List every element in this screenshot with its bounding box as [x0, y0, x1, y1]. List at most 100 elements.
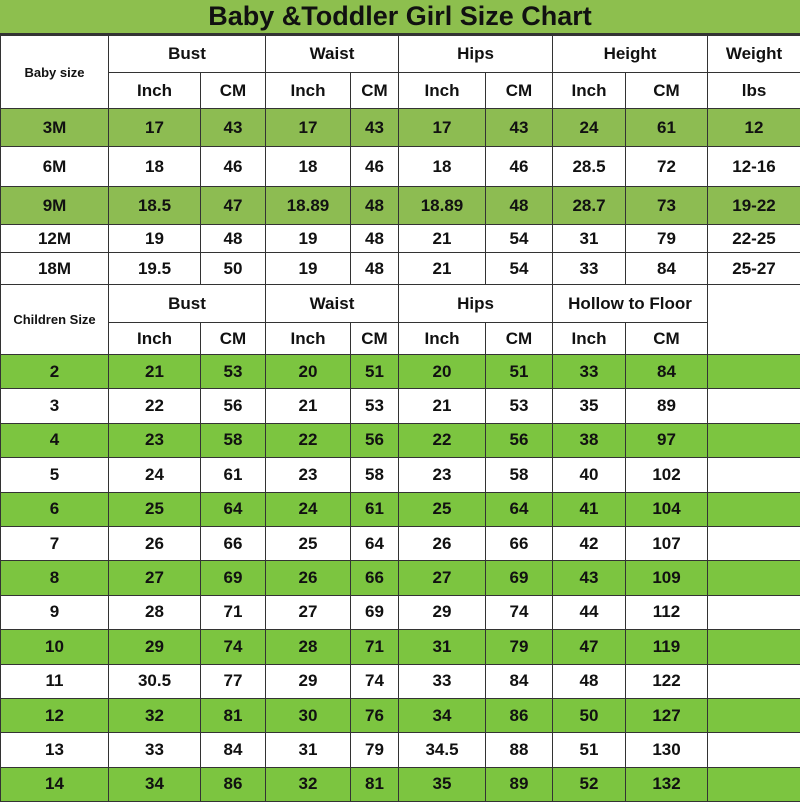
empty-cell [708, 767, 800, 801]
unit-header-cell: CM [486, 73, 553, 109]
value-cell: 53 [201, 355, 266, 389]
value-cell: 17 [266, 109, 351, 147]
value-cell: 58 [486, 458, 553, 492]
value-cell: 23 [266, 458, 351, 492]
unit-header-cell: CM [486, 323, 553, 355]
value-cell: 122 [626, 664, 708, 698]
unit-header-cell: Inch [266, 323, 351, 355]
group-waist: Waist [266, 285, 399, 323]
empty-cell [708, 492, 800, 526]
value-cell: 130 [626, 733, 708, 767]
group-hips: Hips [399, 285, 553, 323]
value-cell: 43 [553, 561, 626, 595]
value-cell: 48 [351, 253, 399, 285]
value-cell: 48 [351, 187, 399, 225]
size-cell: 3 [1, 389, 109, 423]
value-cell: 52 [553, 767, 626, 801]
value-cell: 18.5 [109, 187, 201, 225]
value-cell: 27 [109, 561, 201, 595]
value-cell: 23 [399, 458, 486, 492]
value-cell: 46 [201, 147, 266, 187]
value-cell: 64 [201, 492, 266, 526]
unit-header-cell: CM [626, 73, 708, 109]
value-cell: 104 [626, 492, 708, 526]
children-group-header: Children Size Bust Waist Hips Hollow to … [1, 285, 800, 323]
value-cell: 56 [486, 423, 553, 457]
children-size-label: Children Size [1, 285, 109, 355]
size-cell: 4 [1, 423, 109, 457]
value-cell: 31 [266, 733, 351, 767]
value-cell: 21 [399, 253, 486, 285]
value-cell: 18.89 [266, 187, 351, 225]
baby-size-label: Baby size [1, 36, 109, 109]
value-cell: 25 [109, 492, 201, 526]
size-cell: 8 [1, 561, 109, 595]
value-cell: 35 [399, 767, 486, 801]
value-cell: 33 [109, 733, 201, 767]
value-cell: 64 [351, 526, 399, 560]
size-cell: 10 [1, 630, 109, 664]
value-cell: 50 [553, 698, 626, 732]
value-cell: 54 [486, 225, 553, 253]
children-section: Children Size Bust Waist Hips Hollow to … [1, 285, 800, 802]
size-cell: 14 [1, 767, 109, 801]
unit-header-cell: Inch [109, 323, 201, 355]
value-cell: 22 [266, 423, 351, 457]
value-cell: 84 [626, 355, 708, 389]
size-cell: 6M [1, 147, 109, 187]
value-cell: 61 [351, 492, 399, 526]
empty-cell [708, 526, 800, 560]
value-cell: 34 [399, 698, 486, 732]
value-cell: 29 [266, 664, 351, 698]
value-cell: 19.5 [109, 253, 201, 285]
value-cell: 32 [109, 698, 201, 732]
size-cell: 18M [1, 253, 109, 285]
value-cell: 48 [351, 225, 399, 253]
value-cell: 69 [351, 595, 399, 629]
value-cell: 50 [201, 253, 266, 285]
baby-group-header: Baby size Bust Waist Hips Height Weight [1, 36, 800, 73]
value-cell: 30 [266, 698, 351, 732]
size-cell: 13 [1, 733, 109, 767]
value-cell: 30.5 [109, 664, 201, 698]
value-cell: 46 [351, 147, 399, 187]
empty-cell [708, 423, 800, 457]
value-cell: 47 [553, 630, 626, 664]
value-cell: 84 [201, 733, 266, 767]
value-cell: 109 [626, 561, 708, 595]
value-cell: 127 [626, 698, 708, 732]
value-cell: 72 [626, 147, 708, 187]
size-table: Baby size Bust Waist Hips Height Weight … [0, 35, 800, 802]
value-cell: 44 [553, 595, 626, 629]
value-cell: 12 [708, 109, 800, 147]
empty-cell [708, 285, 800, 355]
value-cell: 81 [201, 698, 266, 732]
value-cell: 66 [201, 526, 266, 560]
value-cell: 28 [109, 595, 201, 629]
value-cell: 21 [399, 389, 486, 423]
value-cell: 61 [201, 458, 266, 492]
value-cell: 26 [399, 526, 486, 560]
unit-header-cell: Inch [553, 73, 626, 109]
value-cell: 46 [486, 147, 553, 187]
unit-header-cell: Inch [553, 323, 626, 355]
size-cell: 2 [1, 355, 109, 389]
group-hollow-to-floor: Hollow to Floor [553, 285, 708, 323]
value-cell: 24 [266, 492, 351, 526]
value-cell: 27 [266, 595, 351, 629]
value-cell: 25 [266, 526, 351, 560]
value-cell: 54 [486, 253, 553, 285]
value-cell: 22 [109, 389, 201, 423]
value-cell: 51 [486, 355, 553, 389]
value-cell: 24 [553, 109, 626, 147]
value-cell: 21 [266, 389, 351, 423]
